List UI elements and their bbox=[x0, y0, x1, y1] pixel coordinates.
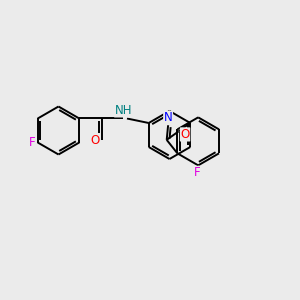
Text: F: F bbox=[194, 167, 200, 179]
Text: F: F bbox=[29, 136, 36, 149]
Text: O: O bbox=[181, 128, 190, 141]
Text: O: O bbox=[91, 134, 100, 147]
Text: N: N bbox=[164, 111, 172, 124]
Text: NH: NH bbox=[115, 104, 132, 117]
